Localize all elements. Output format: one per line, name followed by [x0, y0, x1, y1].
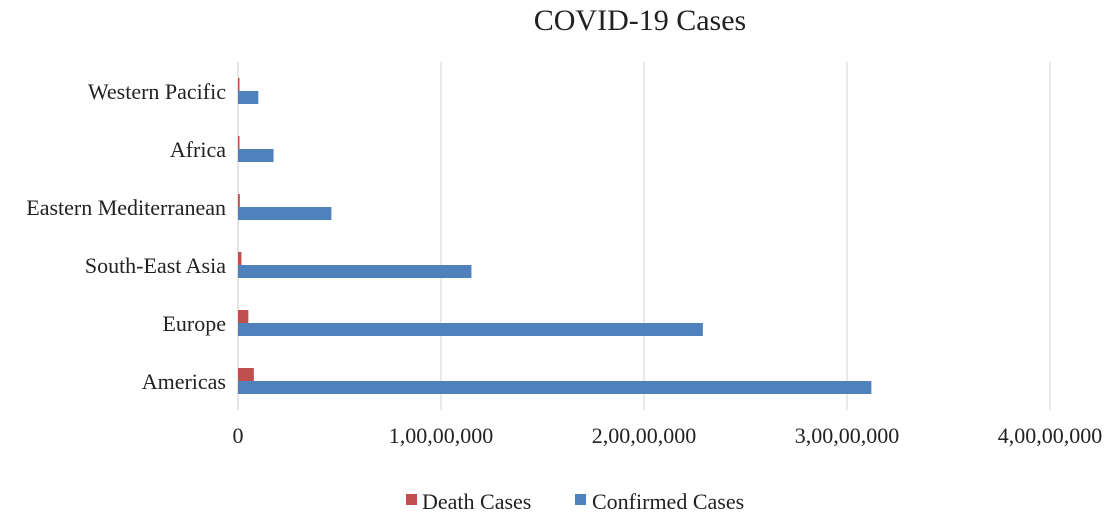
bar-death-cases — [238, 194, 240, 207]
category-label: Africa — [170, 137, 226, 162]
category-labels: Americas Europe South-East Asia Eastern Med… — [26, 79, 226, 394]
bar-confirmed-cases — [238, 207, 332, 220]
bar-death-cases — [238, 78, 240, 91]
category-label: Western Pacific — [88, 79, 226, 104]
chart-title: COVID-19 Cases — [534, 4, 746, 37]
category-label: Eastern Mediterranean — [26, 195, 226, 220]
bar-confirmed-cases — [238, 149, 274, 162]
legend: Death Cases Confirmed Cases — [406, 489, 744, 514]
bar-death-cases — [238, 368, 254, 381]
category-label: South-East Asia — [85, 253, 226, 278]
bar-confirmed-cases — [238, 91, 259, 104]
bar-death-cases — [238, 252, 242, 265]
x-tick-labels: 0 1,00,00,000 2,00,00,000 3,00,00,000 4,00,0… — [233, 423, 1103, 448]
bar-confirmed-cases — [238, 381, 872, 394]
bar-confirmed-cases — [238, 265, 472, 278]
legend-swatch — [575, 494, 586, 505]
x-tick-label: 2,00,00,000 — [592, 423, 697, 448]
x-tick-label: 1,00,00,000 — [389, 423, 494, 448]
bars — [238, 78, 872, 394]
bar-confirmed-cases — [238, 323, 703, 336]
legend-item: Confirmed Cases — [575, 489, 744, 514]
category-label: Europe — [162, 311, 226, 336]
legend-item: Death Cases — [406, 489, 531, 514]
x-tick-label: 3,00,00,000 — [795, 423, 900, 448]
bar-death-cases — [238, 310, 249, 323]
bar-death-cases — [238, 136, 240, 149]
legend-swatch — [406, 494, 417, 505]
category-label: Americas — [142, 369, 226, 394]
legend-label: Confirmed Cases — [592, 489, 744, 514]
gridlines — [237, 62, 1051, 410]
legend-label: Death Cases — [422, 489, 531, 514]
x-tick-label: 0 — [233, 423, 244, 448]
x-tick-label: 4,00,00,000 — [998, 423, 1103, 448]
